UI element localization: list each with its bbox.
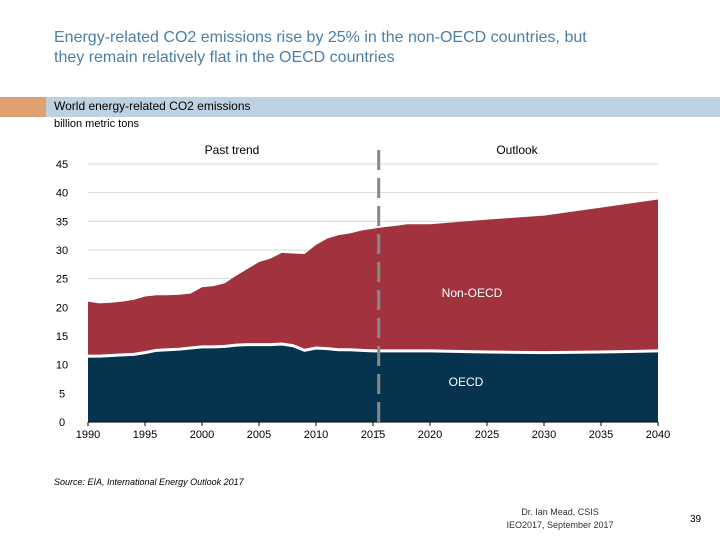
oecd-series-label: OECD	[449, 375, 484, 389]
x-tick-label: 2030	[532, 429, 556, 441]
author-block: Dr. Ian Mead, CSIS IEO2017, September 20…	[470, 506, 650, 532]
y-tick-label: 20	[56, 302, 68, 314]
x-tick-label: 1990	[76, 429, 100, 441]
emissions-area-chart: 1990 1995 2000 2005 2010 2015 2020 2025 2030 2035…	[56, 143, 670, 441]
past-trend-label: Past trend	[205, 143, 260, 157]
x-tick-label: 2000	[190, 429, 214, 441]
presentation-info: IEO2017, September 2017	[506, 520, 614, 530]
non-oecd-area	[88, 199, 658, 357]
y-tick-label: 35	[56, 216, 68, 228]
oecd-area	[88, 344, 658, 422]
x-tick-label: 2005	[247, 429, 271, 441]
y-tick-label: 0	[59, 417, 65, 429]
x-tick-label: 2025	[475, 429, 499, 441]
non-oecd-series-label: Non-OECD	[442, 286, 503, 300]
slide-title-line-2: they remain relatively flat in the OECD …	[54, 49, 395, 66]
x-tick-label: 1995	[133, 429, 157, 441]
y-tick-label: 25	[56, 274, 68, 286]
page-number: 39	[690, 514, 702, 525]
y-tick-label: 30	[56, 245, 68, 257]
x-tick-label: 2035	[589, 429, 613, 441]
x-tick-label: 2015	[361, 429, 385, 441]
chart-title: World energy-related CO2 emissions	[54, 99, 251, 113]
outlook-label: Outlook	[496, 143, 538, 157]
y-tick-label: 45	[56, 159, 68, 171]
y-tick-label: 5	[59, 388, 65, 400]
accent-bar-blue	[46, 97, 720, 117]
series-separator-line	[88, 342, 659, 358]
x-tick-label: 2020	[418, 429, 442, 441]
source-note: Source: EIA, International Energy Outloo…	[54, 477, 244, 487]
slide-title: Energy-related CO2 emissions rise by 25%…	[54, 28, 694, 68]
y-tick-label: 10	[56, 360, 68, 372]
y-tick-label: 40	[56, 188, 68, 200]
x-tick-label: 2040	[646, 429, 670, 441]
y-tick-label: 15	[56, 331, 68, 343]
x-tick-label: 2010	[304, 429, 328, 441]
slide-title-line-1: Energy-related CO2 emissions rise by 25%…	[54, 29, 587, 46]
accent-bar-orange	[0, 97, 46, 117]
chart-y-units: billion metric tons	[54, 118, 139, 130]
author-name: Dr. Ian Mead, CSIS	[521, 507, 599, 517]
